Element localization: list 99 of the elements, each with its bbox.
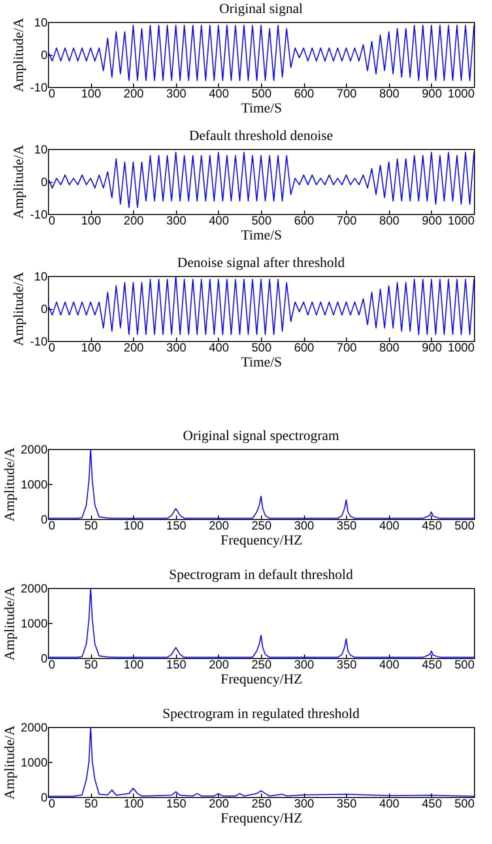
x-tick-label: 900 [422, 86, 442, 100]
x-tick-label: 100 [124, 658, 144, 672]
x-tick-label: 900 [422, 340, 442, 354]
x-tick-label: 500 [251, 340, 272, 354]
x-axis-title: Time/S [241, 356, 282, 370]
x-tick-label: 400 [208, 214, 230, 228]
y-tick-label: 0 [40, 175, 48, 189]
x-tick-label: 400 [379, 518, 400, 532]
x-tick-label: 400 [208, 340, 230, 354]
x-tick-label: 450 [422, 518, 442, 532]
y-tick-label: -10 [30, 208, 48, 222]
x-tick-label: 700 [336, 340, 358, 354]
x-tick-label: 200 [124, 86, 144, 100]
y-axis-title: Amplitude/A [2, 586, 18, 660]
x-tick-label: 300 [294, 796, 314, 810]
y-axis-title: Amplitude/A [12, 271, 28, 346]
x-tick-label: 1000 [448, 214, 475, 228]
y-tick-label: 10 [34, 16, 48, 30]
x-tick-label: 800 [379, 86, 400, 100]
x-tick-label: 300 [294, 518, 314, 532]
chart-title: Original signal [219, 2, 303, 17]
y-tick-label: 0 [40, 48, 48, 62]
x-tick-label: 150 [166, 518, 187, 532]
x-tick-label: 500 [251, 214, 272, 228]
x-tick-label: 600 [294, 86, 314, 100]
x-tick-label: 500 [454, 518, 475, 532]
x-tick-label: 400 [379, 796, 400, 810]
x-tick-label: 50 [84, 658, 98, 672]
x-tick-label: 300 [166, 214, 187, 228]
y-tick-label: 1000 [20, 478, 48, 492]
x-tick-label: 100 [124, 796, 144, 810]
x-tick-label: 900 [422, 214, 442, 228]
x-axis-title: Frequency/HZ [220, 672, 302, 688]
line-series [48, 449, 474, 519]
x-tick-label: 100 [81, 86, 102, 100]
x-tick-label: 350 [336, 658, 358, 672]
x-tick-label: 300 [294, 658, 314, 672]
y-tick-label: -10 [30, 80, 48, 94]
x-tick-label: 50 [84, 796, 98, 810]
chart-title: Spectrogram in regulated threshold [162, 707, 360, 722]
x-tick-label: 1000 [448, 86, 475, 100]
y-tick-label: 2000 [20, 582, 48, 596]
x-tick-label: 50 [84, 518, 98, 532]
y-tick-label: 10 [34, 142, 48, 156]
x-axis-title: Time/S [241, 228, 282, 244]
x-tick-label: 200 [208, 518, 230, 532]
y-axis-title: Amplitude/A [2, 724, 18, 800]
x-tick-label: 200 [124, 340, 144, 354]
x-tick-label: 300 [166, 340, 187, 354]
x-tick-label: 700 [336, 86, 358, 100]
x-tick-label: 450 [422, 796, 442, 810]
x-tick-label: 250 [251, 658, 272, 672]
y-tick-label: -10 [30, 334, 48, 348]
x-tick-label: 400 [208, 86, 230, 100]
x-tick-label: 400 [379, 658, 400, 672]
x-tick-label: 350 [336, 518, 358, 532]
line-series [48, 276, 474, 335]
line-series [48, 24, 474, 81]
x-tick-label: 100 [81, 214, 102, 228]
x-tick-label: 350 [336, 796, 358, 810]
x-tick-label: 800 [379, 214, 400, 228]
x-tick-label: 700 [336, 214, 358, 228]
x-axis-title: Frequency/HZ [220, 812, 302, 826]
y-axis-title: Amplitude/A [12, 144, 28, 219]
y-tick-label: 2000 [20, 720, 48, 734]
line-series [48, 152, 474, 208]
y-tick-label: 1000 [20, 616, 48, 630]
line-series [48, 727, 474, 797]
y-tick-label: 1000 [20, 756, 48, 770]
y-axis-title: Amplitude/A [2, 446, 18, 522]
y-tick-label: 2000 [20, 442, 48, 456]
x-tick-label: 100 [81, 340, 102, 354]
x-tick-label: 300 [166, 86, 187, 100]
chart-title: Default threshold denoise [189, 129, 333, 144]
x-tick-label: 200 [124, 214, 144, 228]
x-tick-label: 1000 [448, 340, 475, 354]
y-tick-label: 0 [40, 302, 48, 316]
y-tick-label: 10 [34, 270, 48, 284]
x-tick-label: 200 [208, 658, 230, 672]
line-series [48, 588, 474, 658]
x-tick-label: 450 [422, 658, 442, 672]
x-tick-label: 200 [208, 796, 230, 810]
x-tick-label: 800 [379, 340, 400, 354]
x-tick-label: 100 [124, 518, 144, 532]
x-tick-label: 250 [251, 518, 272, 532]
x-axis-title: Frequency/HZ [220, 534, 302, 548]
chart-title: Spectrogram in default threshold [169, 568, 353, 583]
x-tick-label: 150 [166, 658, 187, 672]
chart-title: Denoise signal after threshold [177, 256, 345, 271]
y-axis-title: Amplitude/A [12, 17, 28, 92]
x-tick-label: 500 [251, 86, 272, 100]
x-tick-label: 600 [294, 340, 314, 354]
x-tick-label: 150 [166, 796, 187, 810]
chart-title: Original signal spectrogram [182, 429, 340, 444]
x-tick-label: 500 [454, 796, 475, 810]
x-tick-label: 500 [454, 658, 475, 672]
x-tick-label: 600 [294, 214, 314, 228]
x-tick-label: 250 [251, 796, 272, 810]
x-axis-title: Time/S [241, 102, 282, 116]
